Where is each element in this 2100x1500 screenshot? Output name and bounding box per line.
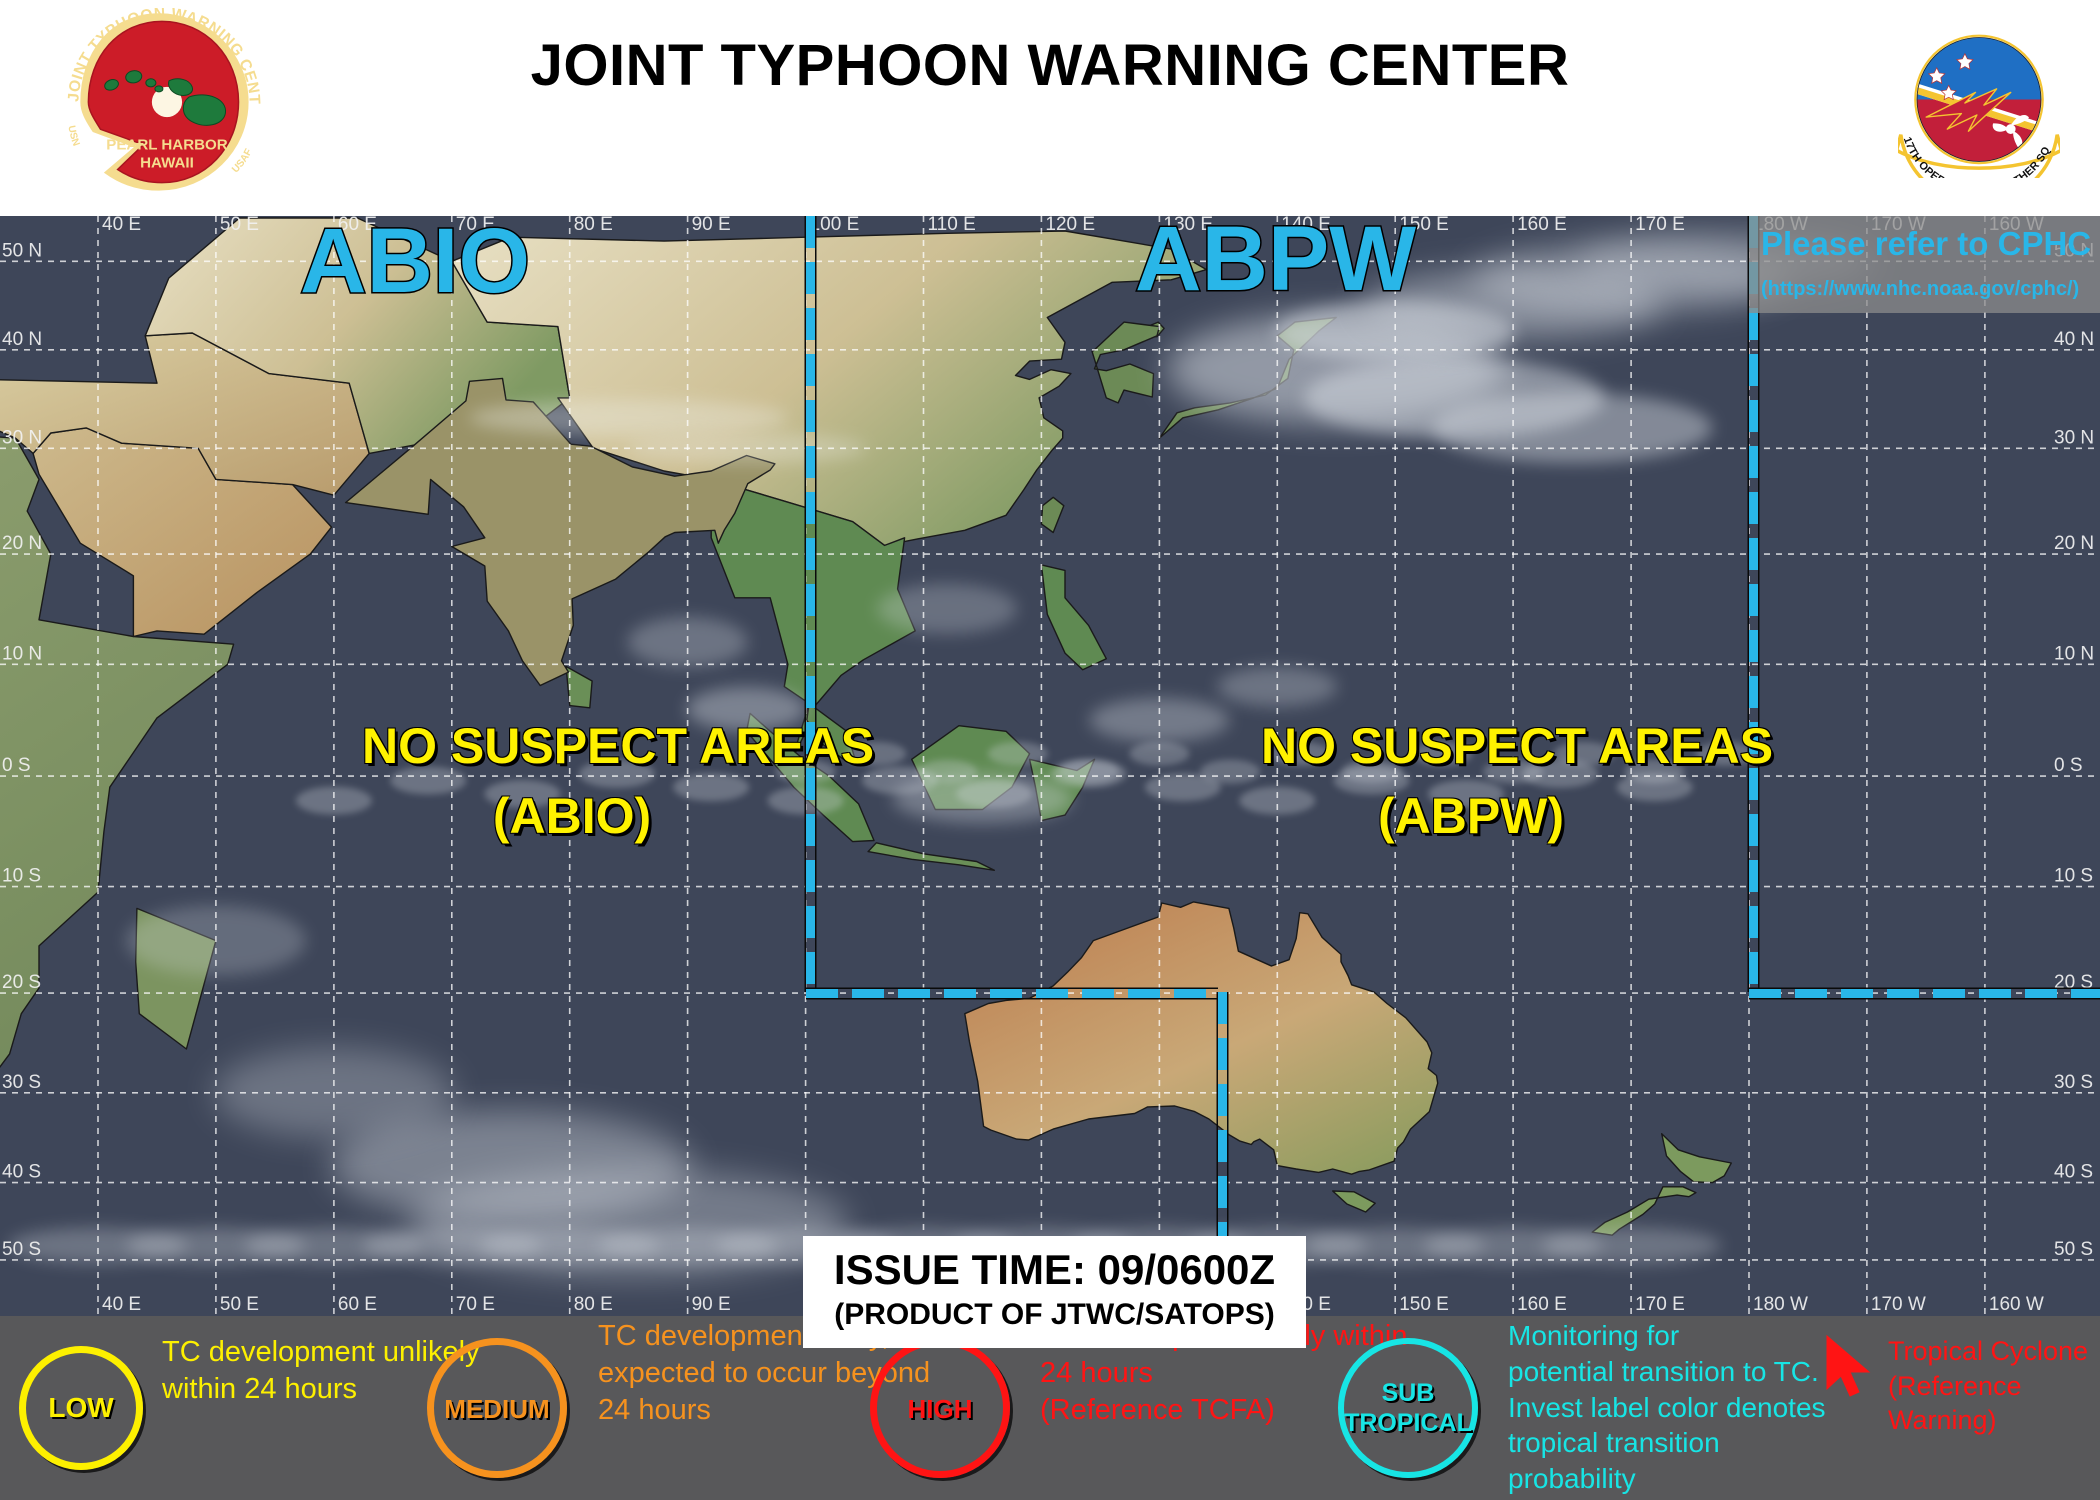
- svg-text:50 N: 50 N: [2, 240, 42, 261]
- svg-text:30 S: 30 S: [2, 1072, 41, 1093]
- svg-text:80 E: 80 E: [574, 216, 613, 235]
- svg-text:160 E: 160 E: [1517, 216, 1567, 235]
- svg-text:180 W: 180 W: [1753, 1294, 1808, 1315]
- svg-text:10 S: 10 S: [2, 866, 41, 887]
- svg-text:30 S: 30 S: [2054, 1072, 2093, 1093]
- svg-text:10 N: 10 N: [2, 643, 42, 664]
- svg-text:120 E: 120 E: [1045, 216, 1095, 235]
- svg-text:160 W: 160 W: [1989, 1294, 2044, 1315]
- svg-text:80 E: 80 E: [574, 1294, 613, 1315]
- svg-text:20 N: 20 N: [2, 533, 42, 554]
- svg-text:170 E: 170 E: [1635, 216, 1685, 235]
- svg-text:PEARL HARBOR: PEARL HARBOR: [106, 136, 228, 153]
- svg-text:40 E: 40 E: [102, 1294, 141, 1315]
- svg-text:100 E: 100 E: [810, 216, 860, 235]
- svg-text:40 N: 40 N: [2054, 329, 2094, 350]
- svg-text:70 E: 70 E: [456, 1294, 495, 1315]
- svg-text:40 N: 40 N: [2, 329, 42, 350]
- svg-text:170 E: 170 E: [1635, 1294, 1685, 1315]
- svg-text:40 S: 40 S: [2054, 1162, 2093, 1183]
- svg-text:60 E: 60 E: [338, 1294, 377, 1315]
- svg-text:20 S: 20 S: [2, 972, 41, 993]
- svg-text:10 S: 10 S: [2054, 866, 2093, 887]
- svg-text:50 E: 50 E: [220, 1294, 259, 1315]
- svg-text:170 W: 170 W: [1871, 1294, 1926, 1315]
- svg-text:150 E: 150 E: [1399, 1294, 1449, 1315]
- svg-text:50 E: 50 E: [220, 216, 259, 235]
- svg-text:USAF: USAF: [230, 147, 255, 175]
- svg-text:0 S: 0 S: [2, 755, 31, 776]
- svg-text:40 S: 40 S: [2, 1162, 41, 1183]
- svg-text:50 S: 50 S: [2054, 1239, 2093, 1260]
- svg-text:0 S: 0 S: [2054, 755, 2083, 776]
- svg-text:90 E: 90 E: [692, 216, 731, 235]
- svg-text:30 N: 30 N: [2054, 427, 2094, 448]
- svg-text:90 E: 90 E: [692, 1294, 731, 1315]
- svg-text:20 N: 20 N: [2054, 533, 2094, 554]
- svg-text:30 N: 30 N: [2, 427, 42, 448]
- svg-text:40 E: 40 E: [102, 216, 141, 235]
- svg-text:USN: USN: [65, 125, 81, 148]
- svg-text:10 N: 10 N: [2054, 643, 2094, 664]
- svg-text:110 E: 110 E: [928, 216, 976, 235]
- svg-text:160 E: 160 E: [1517, 1294, 1567, 1315]
- svg-text:50 S: 50 S: [2, 1239, 41, 1260]
- svg-text:HAWAII: HAWAII: [140, 154, 194, 171]
